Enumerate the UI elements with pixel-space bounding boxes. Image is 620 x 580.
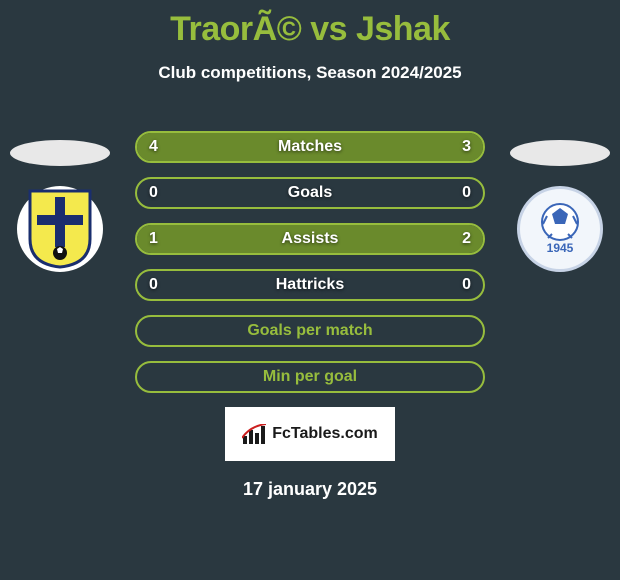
stat-row-matches: 43Matches: [135, 131, 485, 163]
left-shadow-ellipse: [10, 140, 110, 166]
stat-label: Min per goal: [137, 363, 483, 391]
subtitle: Club competitions, Season 2024/2025: [0, 63, 620, 83]
right-shadow-ellipse: [510, 140, 610, 166]
page-title: TraorÃ© vs Jshak: [0, 0, 620, 49]
chart-icon: [242, 424, 266, 444]
stat-label: Goals per match: [137, 317, 483, 345]
ball-crest-icon: 1945: [525, 194, 595, 264]
stat-label: Hattricks: [137, 271, 483, 299]
stat-row-goals: 00Goals: [135, 177, 485, 209]
stat-row-goals-per-match: Goals per match: [135, 315, 485, 347]
right-club-crest: 1945: [517, 186, 603, 272]
left-club-crest: [17, 186, 103, 272]
stat-row-assists: 12Assists: [135, 223, 485, 255]
svg-text:1945: 1945: [547, 241, 574, 255]
brand-label: FcTables.com: [272, 425, 378, 443]
stat-label: Assists: [137, 225, 483, 253]
stat-row-hattricks: 00Hattricks: [135, 269, 485, 301]
stat-row-min-per-goal: Min per goal: [135, 361, 485, 393]
stat-label: Goals: [137, 179, 483, 207]
right-player-column: 1945: [510, 140, 610, 272]
stat-label: Matches: [137, 133, 483, 161]
left-player-column: [10, 140, 110, 272]
shield-icon: [25, 189, 95, 269]
brand-badge: FcTables.com: [225, 407, 395, 461]
stats-container: 43Matches 00Goals 12Assists 00Hattricks Goal…: [135, 131, 485, 393]
date-label: 17 january 2025: [0, 479, 620, 500]
